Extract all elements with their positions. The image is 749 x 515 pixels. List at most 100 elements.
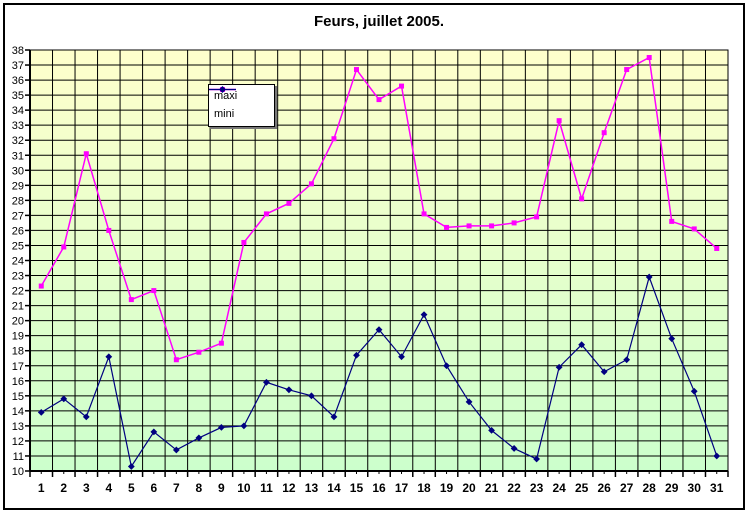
maxi-point-marker	[353, 67, 359, 73]
y-tick-label: 15	[12, 391, 24, 403]
x-axis-ticks-and-labels: 1 2 3 4 5 6 7 8 9 10 11 12 13 14 15 16 17 18 19 20 21 22 23 24 2…	[29, 471, 729, 495]
y-tick-label: 34	[12, 105, 24, 117]
y-tick-label: 24	[12, 256, 24, 268]
mini-point-marker	[465, 398, 473, 406]
y-tick-label: 31	[12, 150, 24, 162]
y-tick-label: 17	[12, 361, 24, 373]
x-tick-label: 4	[105, 481, 112, 495]
x-tick-label: 5	[128, 481, 135, 495]
mini-point-marker	[60, 395, 68, 403]
maxi-point-marker	[624, 67, 630, 73]
y-tick-label: 36	[12, 75, 24, 87]
x-tick-label: 22	[507, 481, 521, 495]
y-tick-label: 35	[12, 90, 24, 102]
x-tick-label: 12	[282, 481, 296, 495]
mini-point-marker	[443, 362, 450, 370]
mini-point-marker	[713, 452, 721, 460]
y-tick-label: 28	[12, 195, 24, 207]
x-tick-label: 7	[173, 481, 180, 495]
mini-point-marker	[37, 408, 45, 416]
x-tick-label: 25	[575, 481, 589, 495]
y-tick-label: 20	[12, 316, 24, 328]
maxi-point-marker	[331, 136, 337, 142]
maxi-point-marker	[376, 97, 382, 103]
maxi-point-marker	[61, 244, 67, 250]
chart-title: Feurs, juillet 2005.	[313, 13, 445, 30]
y-tick-label: 26	[12, 225, 24, 237]
y-tick-label: 27	[12, 210, 24, 222]
y-tick-label: 23	[12, 271, 24, 283]
mini-point-marker	[150, 428, 158, 436]
x-tick-label: 2	[60, 481, 67, 495]
x-tick-label: 27	[620, 481, 634, 495]
mini-point-marker	[82, 413, 90, 421]
x-tick-label: 16	[372, 481, 386, 495]
mini-point-marker	[533, 455, 541, 463]
maxi-point-marker	[421, 211, 427, 217]
x-tick-label: 3	[83, 481, 90, 495]
mini-point-marker	[172, 446, 180, 454]
y-tick-label: 30	[12, 165, 24, 177]
y-tick-label: 38	[12, 45, 24, 57]
x-tick-label: 26	[597, 481, 611, 495]
maxi-point-marker	[38, 283, 44, 289]
mini-point-marker	[645, 273, 653, 281]
mini-series	[37, 273, 721, 470]
mini-point-marker	[600, 368, 608, 376]
maxi-point-marker	[286, 200, 292, 206]
maxi-point-marker	[83, 151, 89, 157]
mini-point-marker	[285, 386, 293, 394]
y-tick-label: 32	[12, 135, 24, 147]
mini-point-marker	[690, 387, 698, 395]
y-tick-label: 37	[12, 60, 24, 72]
maxi-point-marker	[714, 245, 720, 251]
maxi-point-marker	[444, 224, 450, 230]
x-tick-label: 15	[350, 481, 364, 495]
mini-point-marker	[195, 434, 203, 442]
maxi-point-marker	[489, 223, 495, 229]
y-tick-label: 19	[12, 331, 24, 343]
mini-point-marker	[398, 353, 405, 361]
x-tick-label: 11	[260, 481, 273, 495]
x-tick-label: 28	[643, 481, 657, 495]
maxi-point-marker	[173, 357, 179, 363]
mini-point-marker	[555, 363, 563, 371]
y-tick-label: 29	[12, 180, 24, 192]
y-axis-ticks-and-labels: 10 11 12 13 14 15 16 17 18 19 20 21 22 23 24 25 26 27 28 29…	[12, 45, 30, 478]
mini-point-marker	[668, 335, 676, 343]
mini-point-marker	[420, 311, 428, 319]
y-tick-label: 22	[12, 286, 24, 298]
y-tick-label: 14	[12, 406, 24, 418]
mini-point-marker	[623, 356, 631, 364]
y-tick-label: 11	[13, 451, 24, 463]
x-tick-label: 18	[417, 481, 431, 495]
x-tick-label: 23	[530, 481, 544, 495]
x-tick-label: 21	[485, 481, 499, 495]
gridlines	[29, 49, 729, 472]
mini-point-marker	[330, 413, 338, 421]
maxi-point-marker	[579, 196, 585, 202]
y-tick-label: 18	[12, 346, 24, 358]
x-tick-label: 9	[218, 481, 225, 495]
maxi-point-marker	[399, 83, 405, 89]
x-tick-label: 6	[150, 481, 157, 495]
legend-label-mini: mini	[214, 107, 235, 120]
x-tick-label: 14	[327, 481, 341, 495]
maxi-point-marker	[151, 288, 157, 294]
mini-point-marker	[510, 445, 518, 452]
legend: maxi mini	[208, 84, 275, 127]
mini-point-marker	[308, 392, 315, 400]
legend-label-maxi: maxi	[214, 90, 238, 103]
x-tick-label: 1	[38, 481, 45, 495]
maxi-point-marker	[241, 239, 247, 245]
legend-item-mini: mini	[209, 86, 274, 120]
y-tick-label: 21	[12, 301, 24, 313]
mini-point-marker	[375, 326, 383, 334]
mini-point-marker	[105, 353, 113, 361]
maxi-point-marker	[218, 340, 224, 346]
mini-point-marker	[263, 378, 270, 386]
x-tick-label: 17	[395, 481, 409, 495]
maxi-point-marker	[691, 226, 697, 232]
y-tick-label: 25	[12, 240, 24, 252]
mini-point-marker	[578, 341, 586, 349]
